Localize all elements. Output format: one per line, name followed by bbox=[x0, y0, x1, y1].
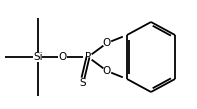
Text: O: O bbox=[59, 52, 67, 62]
Text: Si: Si bbox=[33, 52, 43, 62]
Text: P: P bbox=[85, 52, 91, 62]
Text: O: O bbox=[103, 38, 111, 48]
Text: O: O bbox=[103, 66, 111, 76]
Text: S: S bbox=[80, 78, 86, 88]
